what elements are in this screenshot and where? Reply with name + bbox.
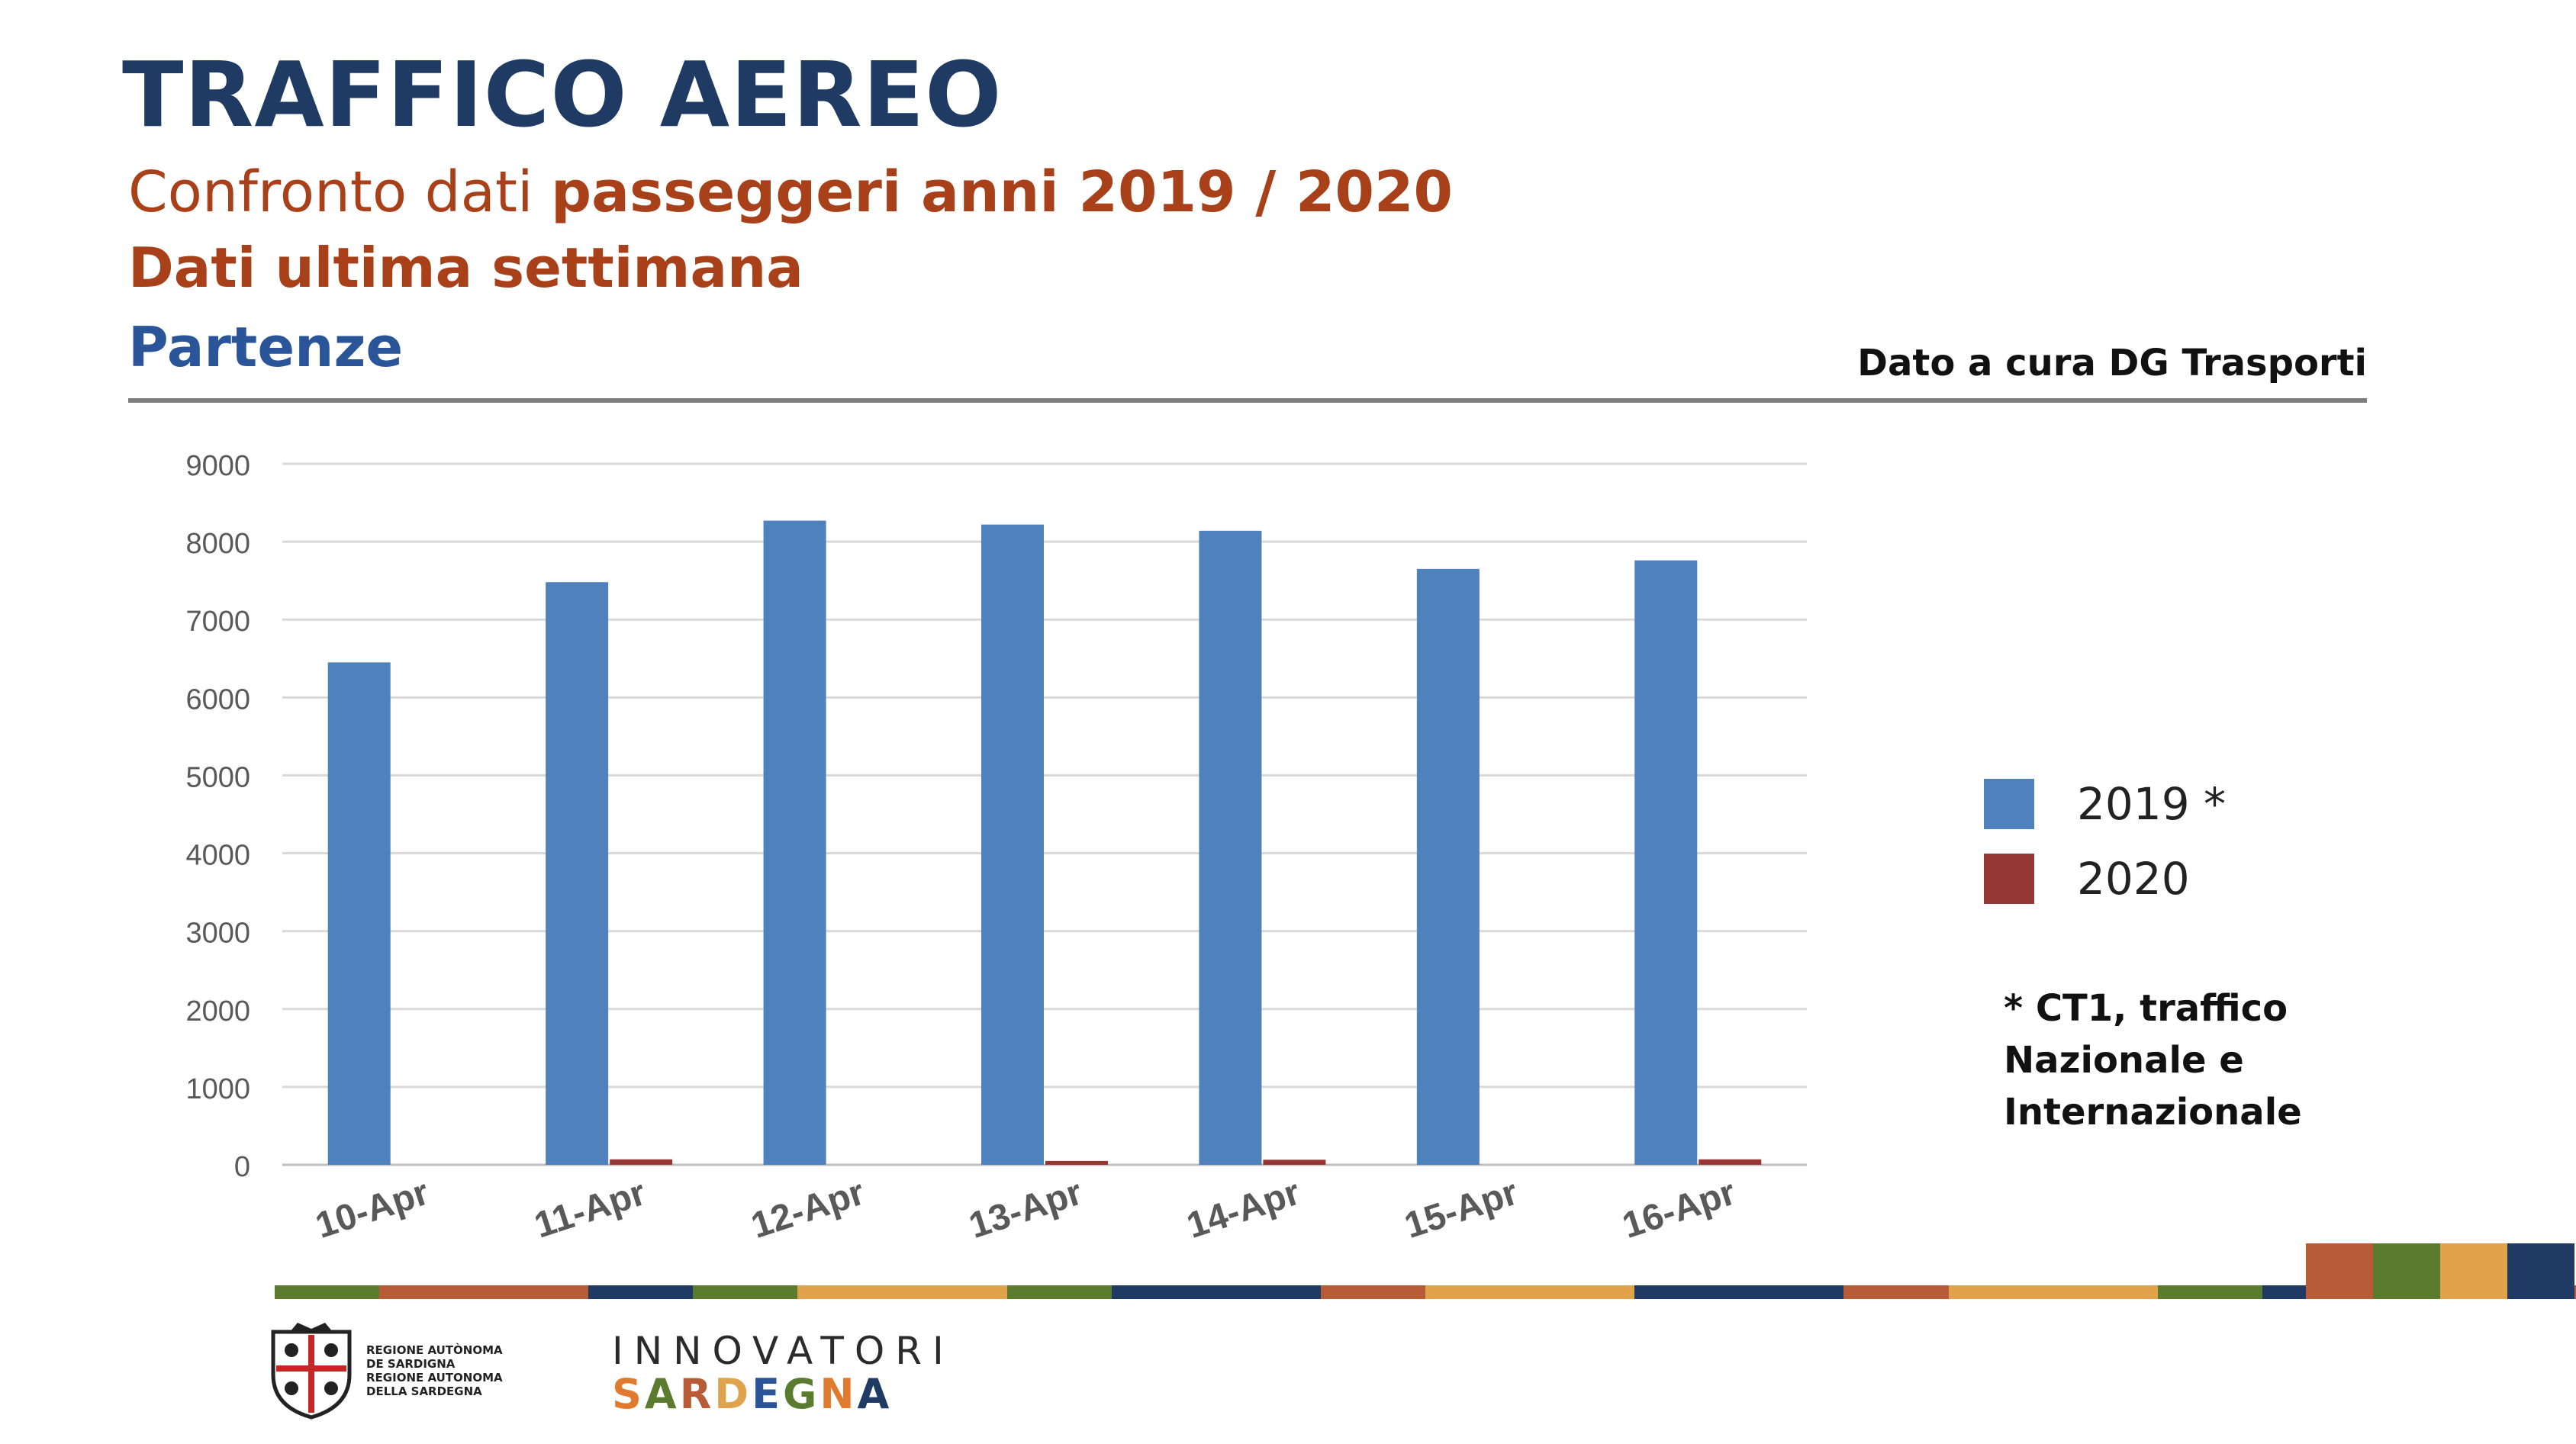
bar-chart: 0 1000 2000 3000 4000 5000 6000 7000 8000 9000 10… [185, 450, 1807, 1246]
bar-2019-10-Apr [327, 662, 391, 1165]
stripe-segment [1425, 1285, 1531, 1299]
x-tick-label: 12-Apr [746, 1172, 869, 1246]
chart-bars [327, 520, 1762, 1165]
page-title: TRAFFICO AEREO [122, 42, 1003, 147]
stripe-segment [275, 1285, 380, 1299]
bar-2019-11-Apr [546, 582, 609, 1165]
bar-2020-16-Apr [1699, 1159, 1762, 1165]
sardegna-letter: A [857, 1370, 893, 1418]
chart-legend: 2019 * 2020 [1984, 767, 2226, 916]
y-tick-label: 8000 [185, 528, 250, 560]
bar-2019-15-Apr [1416, 568, 1480, 1165]
stripe-segment [902, 1285, 1007, 1299]
bar-2020-14-Apr [1263, 1159, 1326, 1165]
subtitle-prefix: Confronto dati [128, 159, 552, 225]
source-credit: Dato a cura DG Trasporti [1857, 342, 2367, 384]
stripe-segment [1006, 1285, 1112, 1299]
color-block [2440, 1243, 2507, 1299]
regione-name: REGIONE AUTÒNOMA DE SARDIGNA REGIONE AUT… [366, 1343, 503, 1398]
stripe-segment [2157, 1285, 2262, 1299]
sardegna-wordmark: SARDEGNA [612, 1370, 955, 1418]
y-tick-label: 9000 [185, 450, 250, 482]
stripe-segment [588, 1285, 694, 1299]
regione-name-line: REGIONE AUTÒNOMA [366, 1343, 503, 1357]
bar-2020-11-Apr [610, 1159, 673, 1165]
sardegna-letter: S [612, 1370, 645, 1418]
legend-swatch-2019 [1984, 779, 2034, 829]
bar-2019-16-Apr [1634, 560, 1698, 1165]
bar-2019-14-Apr [1199, 530, 1262, 1165]
stripe-segment [1320, 1285, 1426, 1299]
regione-name-line: REGIONE AUTONOMA [366, 1371, 503, 1385]
y-tick-label: 6000 [185, 683, 250, 716]
stripe-segment [379, 1285, 485, 1299]
footnote: * CT1, traffico Nazionale e Internaziona… [2004, 982, 2302, 1138]
regione-name-line: DE SARDIGNA [366, 1357, 456, 1371]
color-block [2373, 1243, 2440, 1299]
x-axis-ticks: 10-Apr 11-Apr 12-Apr 13-Apr 14-Apr 15-Apr 16-A… [311, 1172, 1740, 1246]
sardegna-letter: R [679, 1370, 715, 1418]
stripe-segment [1843, 1285, 1949, 1299]
footnote-line: Internazionale [2004, 1091, 2302, 1134]
x-tick-label: 11-Apr [530, 1172, 650, 1246]
color-block [2507, 1243, 2574, 1299]
bar-2019-12-Apr [763, 520, 826, 1165]
section-label: Partenze [128, 315, 404, 379]
x-tick-label: 10-Apr [311, 1172, 433, 1246]
legend-label-2019: 2019 * [2077, 778, 2227, 830]
legend-label-2020: 2020 [2077, 853, 2190, 905]
stripe-segment [1948, 1285, 2053, 1299]
sardegna-letter: D [714, 1370, 752, 1418]
regione-name-line: DELLA SARDEGNA [366, 1385, 482, 1398]
subtitle-bold: passeggeri anni 2019 / 2020 [551, 159, 1453, 225]
color-stripe [275, 1285, 2576, 1299]
y-tick-label: 7000 [185, 606, 250, 638]
y-tick-label: 3000 [185, 918, 250, 950]
legend-swatch-2020 [1984, 854, 2034, 904]
stripe-segment [1634, 1285, 1740, 1299]
y-tick-label: 1000 [185, 1073, 250, 1105]
stripe-segment [1530, 1285, 1635, 1299]
stripe-segment [2053, 1285, 2158, 1299]
legend-item-2020: 2020 [1984, 841, 2226, 916]
color-blocks [2306, 1243, 2574, 1299]
x-tick-label: 13-Apr [964, 1172, 1087, 1246]
stripe-segment [1739, 1285, 1844, 1299]
x-tick-label: 16-Apr [1618, 1172, 1740, 1246]
x-tick-label: 15-Apr [1400, 1172, 1523, 1246]
stripe-segment [484, 1285, 589, 1299]
y-tick-label: 4000 [185, 840, 250, 872]
chart-gridlines [282, 462, 1807, 1166]
regione-emblem-icon [271, 1323, 352, 1420]
y-tick-label: 2000 [185, 995, 250, 1028]
color-block [2306, 1243, 2373, 1299]
sardegna-letter: N [819, 1370, 858, 1418]
header-divider [128, 398, 2367, 403]
x-tick-label: 14-Apr [1182, 1172, 1305, 1246]
footnote-line: Nazionale e [2004, 1039, 2244, 1082]
y-tick-label: 5000 [185, 761, 250, 793]
stripe-segment [1111, 1285, 1216, 1299]
stripe-segment [1216, 1285, 1321, 1299]
regione-logo: REGIONE AUTÒNOMA DE SARDIGNA REGIONE AUT… [267, 1321, 503, 1420]
sardegna-letter: A [644, 1370, 680, 1418]
innovatori-wordmark: INNOVATORI [612, 1329, 955, 1373]
innovatori-logo: INNOVATORI SARDEGNA [612, 1329, 955, 1418]
page-subtitle: Confronto dati passeggeri anni 2019 / 20… [128, 159, 1453, 225]
stripe-segment [797, 1285, 903, 1299]
bar-2019-13-Apr [981, 524, 1044, 1165]
y-tick-label: 0 [234, 1151, 250, 1183]
week-label: Dati ultima settimana [128, 236, 803, 300]
bar-2020-13-Apr [1045, 1160, 1108, 1165]
sardegna-letter: E [752, 1370, 784, 1418]
legend-item-2019: 2019 * [1984, 767, 2226, 841]
y-axis-ticks: 0 1000 2000 3000 4000 5000 6000 7000 8000 9000 [185, 450, 250, 1183]
sardegna-letter: G [783, 1370, 820, 1418]
footnote-line: * CT1, traffico [2004, 987, 2288, 1030]
stripe-segment [693, 1285, 798, 1299]
